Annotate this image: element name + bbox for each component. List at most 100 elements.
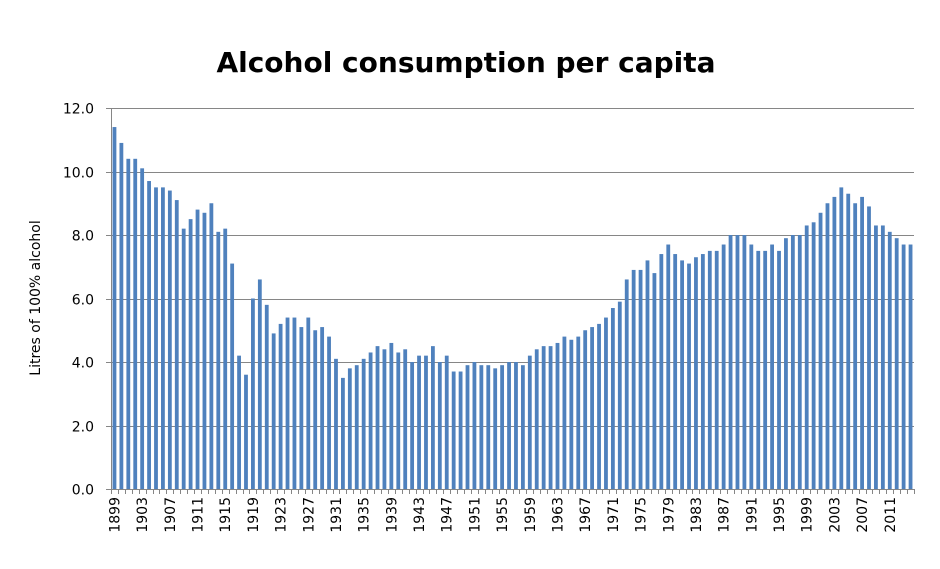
- bar: [209, 203, 214, 489]
- y-tick-label: 4.0: [72, 356, 94, 372]
- x-tick-label: 1915: [218, 497, 234, 533]
- bar: [520, 365, 525, 489]
- x-tick-label: 1967: [578, 497, 594, 533]
- bar: [341, 377, 345, 490]
- bar: [313, 330, 318, 489]
- bar: [548, 346, 553, 490]
- bar: [908, 244, 913, 489]
- bar: [797, 235, 802, 489]
- bar: [465, 365, 470, 489]
- x-tick-label: 1955: [495, 497, 511, 533]
- bar: [299, 327, 304, 489]
- bar: [617, 301, 622, 489]
- bar: [825, 203, 830, 489]
- bar: [161, 187, 165, 490]
- bar: [721, 244, 726, 489]
- bar: [756, 250, 761, 490]
- bar: [493, 368, 498, 489]
- bar: [451, 371, 456, 489]
- x-tick-label: 2011: [883, 497, 899, 533]
- bar: [534, 349, 539, 489]
- x-tick-label: 1911: [191, 497, 207, 533]
- y-tick-label: 6.0: [72, 293, 94, 309]
- bar: [576, 336, 581, 489]
- bar: [763, 250, 768, 490]
- bar: [112, 127, 117, 490]
- bar: [133, 158, 138, 490]
- bar: [673, 254, 678, 489]
- bar: [347, 368, 352, 489]
- bar: [514, 362, 518, 489]
- bar: [894, 238, 899, 489]
- x-tick-label: 2003: [827, 497, 843, 533]
- bar: [638, 269, 643, 489]
- bar: [244, 374, 248, 489]
- y-tick-label: 12.0: [63, 102, 94, 118]
- bar: [126, 158, 131, 490]
- y-tick-label: 2.0: [72, 420, 94, 436]
- bar: [687, 263, 691, 489]
- bar: [479, 365, 484, 489]
- bar: [320, 327, 325, 489]
- bar: [700, 254, 705, 489]
- bar: [790, 235, 795, 489]
- bars: [112, 127, 913, 490]
- bar: [368, 352, 373, 489]
- x-tick-label: 1963: [551, 497, 567, 533]
- bar: [694, 257, 698, 489]
- bar: [631, 269, 636, 489]
- x-tick-label: 1995: [772, 497, 788, 533]
- x-tick-label: 1935: [357, 497, 373, 533]
- bar: [327, 336, 331, 489]
- x-tick-label: 1923: [274, 497, 290, 533]
- bar: [874, 225, 878, 489]
- bar: [818, 212, 823, 489]
- x-tick-label: 1927: [301, 497, 317, 533]
- bar: [195, 209, 200, 489]
- x-tick-label: 1939: [384, 497, 400, 533]
- bar: [334, 358, 338, 489]
- bar: [285, 317, 290, 489]
- bar: [541, 346, 546, 490]
- bar: [264, 304, 269, 489]
- bar: [901, 244, 906, 489]
- bar: [659, 254, 664, 489]
- bar: [154, 187, 158, 490]
- bar: [375, 346, 380, 490]
- x-tick-label: 1947: [440, 497, 456, 533]
- bar: [770, 244, 774, 489]
- bar: [119, 142, 124, 489]
- x-tick-label: 1919: [246, 497, 262, 533]
- x-tick-label: 1899: [107, 497, 123, 533]
- bar: [147, 181, 151, 489]
- bar: [417, 355, 421, 489]
- bar: [527, 355, 532, 489]
- x-tick-label: 1971: [606, 497, 622, 533]
- x-tick-label: 1999: [800, 497, 816, 533]
- x-tick-label: 1931: [329, 497, 345, 533]
- x-tick-label: 1979: [661, 497, 677, 533]
- bar: [500, 365, 505, 489]
- bar: [846, 193, 851, 489]
- x-tick-label: 1943: [412, 497, 428, 533]
- y-tick-labels: 0.0 2.0 4.0 6.0 8.0 10.0 12.0: [63, 102, 111, 499]
- x-tick-labels: 1899 1903 1907 1911 1915 1919 1923 1927 1931 1935…: [107, 489, 915, 533]
- axes: [111, 108, 914, 490]
- x-tick-label: 1983: [689, 497, 705, 533]
- bar: [784, 238, 788, 489]
- bar: [257, 279, 262, 489]
- bar: [382, 349, 387, 489]
- bar: [389, 342, 394, 489]
- bar: [735, 235, 740, 489]
- bar: [292, 317, 297, 489]
- bar: [140, 168, 145, 489]
- bar: [569, 339, 574, 489]
- bar: [251, 298, 255, 489]
- bar: [458, 371, 463, 489]
- bar: [728, 235, 733, 489]
- bar: [430, 346, 435, 490]
- bar: [444, 355, 449, 489]
- bar: [680, 260, 685, 489]
- y-tick-label: 8.0: [72, 229, 94, 245]
- bar: [749, 244, 754, 489]
